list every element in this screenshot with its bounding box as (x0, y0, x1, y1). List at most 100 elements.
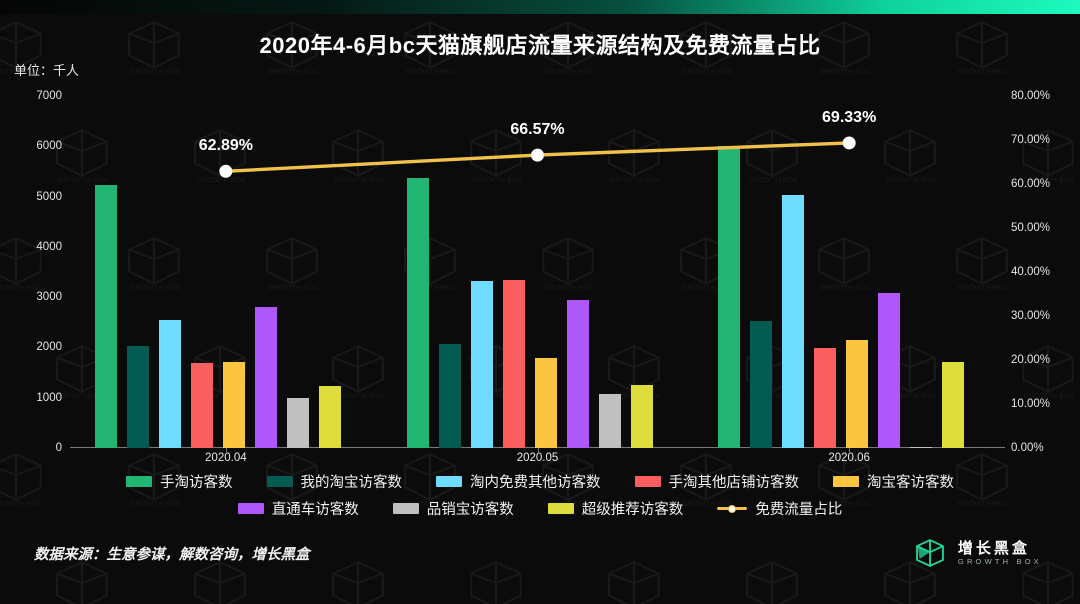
legend-row: 手淘访客数 我的淘宝访客数 淘内免费其他访客数 手淘其他店铺访客数 淘宝客访客数 (0, 468, 1080, 495)
svg-text:GROWTH BOX: GROWTH BOX (958, 67, 1009, 74)
bar (534, 357, 557, 448)
bar (846, 339, 869, 448)
legend-label: 我的淘宝访客数 (300, 475, 403, 491)
x-axis-tick (849, 447, 851, 452)
y2-axis-tick-label: 10.00% (1011, 398, 1051, 410)
watermark: GROWTH BOX (1012, 124, 1080, 184)
bar (942, 361, 965, 448)
svg-text:GROWTH BOX: GROWTH BOX (268, 67, 319, 74)
svg-text:GROWTH BOX: GROWTH BOX (682, 67, 733, 74)
y2-axis-tick-label: 70.00% (1011, 134, 1051, 146)
x-axis-category-label: 2020.06 (828, 452, 870, 464)
bar (750, 321, 773, 448)
y-axis-tick-label: 7000 (36, 90, 62, 102)
bar (406, 177, 429, 448)
legend-label: 超级推荐访客数 (581, 502, 684, 518)
legend-label: 手淘访客数 (160, 475, 233, 491)
source-note: 数据来源：生意参谋，解数咨询，增长黑盒 (34, 547, 310, 563)
brand-logo: 增长黑盒 GROWTH BOX (911, 534, 1042, 572)
bar (318, 386, 341, 448)
legend-color-swatch (126, 476, 152, 487)
y2-axis-tick-label: 60.00% (1011, 178, 1051, 190)
bar (94, 185, 117, 448)
legend-item[interactable]: 直通车访客数 (237, 498, 359, 519)
legend-item[interactable]: 淘内免费其他访客数 (436, 471, 601, 492)
y-axis-tick-label: 3000 (36, 291, 62, 304)
legend-color-swatch (266, 476, 293, 487)
legend-row: 直通车访客数 品销宝访客数 超级推荐访客数 免费流量占比 (0, 495, 1080, 522)
svg-text:GROWTH BOX: GROWTH BOX (0, 283, 42, 290)
plot-area: 2020.04 2020.05 2020.06 (70, 96, 1005, 464)
bar (878, 293, 901, 448)
svg-text:GROWTH BOX: GROWTH BOX (130, 67, 181, 74)
y-axis-tick-label: 6000 (36, 140, 62, 153)
legend-label: 品销宝访客数 (426, 502, 514, 518)
bar (782, 195, 805, 448)
legend-item[interactable]: 手淘其他店铺访客数 (634, 471, 800, 492)
cube-icon (911, 534, 949, 572)
watermark: GROWTH BOX (1012, 340, 1080, 400)
y-axis-tick-label: 1000 (36, 391, 62, 404)
chart-legend: 手淘访客数 我的淘宝访客数 淘内免费其他访客数 手淘其他店铺访客数 淘宝客访客数直通车访… (0, 468, 1080, 522)
y-axis-tick-label: 5000 (36, 190, 62, 203)
y2-axis-tick-label: 30.00% (1011, 310, 1051, 322)
bar (718, 145, 741, 448)
svg-text:GROWTH BOX: GROWTH BOX (820, 67, 871, 74)
watermark: GROWTH BOX (460, 556, 534, 604)
y-axis-tick-label: 4000 (36, 240, 62, 253)
bar (190, 363, 213, 448)
legend-label: 淘内免费其他访客数 (470, 475, 601, 491)
x-axis-tick (225, 447, 227, 452)
line-data-point (842, 136, 856, 150)
legend-label: 淘宝客访客数 (867, 475, 954, 491)
bar (438, 343, 461, 448)
line-data-label: 69.33% (822, 108, 877, 126)
y2-axis-tick-label: 0.00% (1011, 442, 1044, 454)
watermark: GROWTH BOX (322, 556, 396, 604)
bar (566, 300, 589, 448)
y2-axis-tick-label: 50.00% (1011, 222, 1051, 234)
x-axis-category-label: 2020.05 (516, 452, 559, 464)
legend-item[interactable]: 我的淘宝访客数 (266, 471, 403, 492)
y-axis-tick-label: 0 (55, 442, 62, 454)
line-data-point (219, 164, 233, 178)
x-axis-category-label: 2020.04 (205, 452, 247, 464)
line-data-label: 66.57% (510, 121, 565, 139)
chart-title: 2020年4-6月bc天猫旗舰店流量来源结构及免费流量占比 (259, 33, 821, 58)
legend-label: 直通车访客数 (271, 502, 359, 518)
legend-line-swatch (717, 503, 748, 514)
watermark: GROWTH BOX (736, 556, 810, 604)
svg-text:GROWTH BOX: GROWTH BOX (1024, 391, 1075, 398)
bar (630, 385, 653, 448)
legend-item[interactable]: 手淘访客数 (126, 471, 233, 492)
svg-text:GROWTH BOX: GROWTH BOX (544, 67, 595, 74)
top-gradient-bar (0, 0, 1080, 14)
line-path (224, 141, 851, 173)
line-data-point (531, 148, 544, 162)
legend-color-swatch (833, 476, 859, 487)
y-axis-tick-label: 2000 (36, 341, 62, 354)
bar (126, 346, 149, 448)
legend-item[interactable]: 品销宝访客数 (392, 498, 514, 519)
x-axis-tick (537, 447, 539, 452)
line-data-label: 62.89% (198, 137, 253, 155)
bar (222, 361, 245, 448)
logo-text-en: GROWTH BOX (957, 556, 1042, 566)
logo-text-cn: 增长黑盒 (957, 539, 1030, 557)
legend-label: 手淘其他店铺访客数 (668, 475, 800, 491)
y2-axis-tick-label: 80.00% (1011, 90, 1051, 102)
legend-color-swatch (547, 503, 574, 514)
bar (254, 306, 277, 448)
legend-item[interactable]: 淘宝客访客数 (833, 471, 954, 492)
bar (286, 397, 309, 448)
bar (814, 347, 837, 448)
y2-axis-tick-label: 20.00% (1011, 354, 1051, 366)
bar (598, 394, 621, 448)
legend-color-swatch (392, 503, 419, 514)
bar (470, 280, 493, 448)
legend-item[interactable]: 免费流量占比 (717, 498, 842, 519)
legend-label: 免费流量占比 (755, 502, 843, 518)
svg-text:GROWTH BOX: GROWTH BOX (406, 67, 457, 74)
legend-item[interactable]: 超级推荐访客数 (547, 498, 684, 519)
